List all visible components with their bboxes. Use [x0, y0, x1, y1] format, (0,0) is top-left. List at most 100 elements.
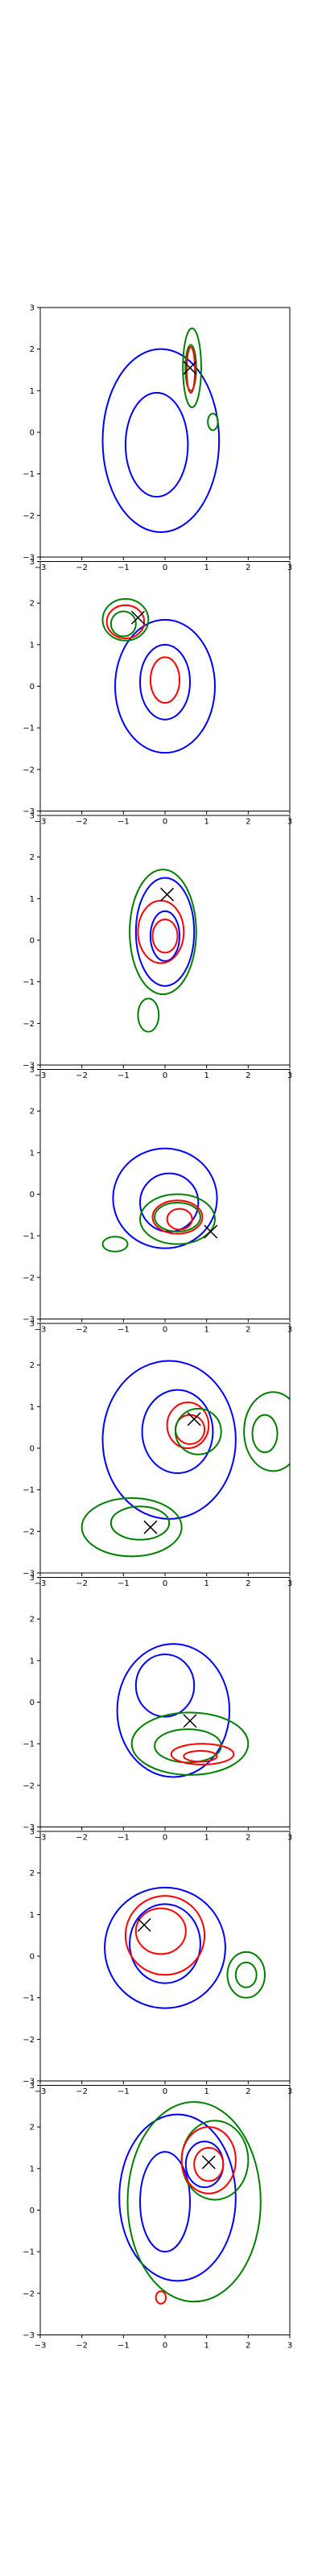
contour-green-6: [243, 1391, 290, 1472]
x-tick-label: −3: [35, 2342, 47, 2351]
y-tick-label: 0: [30, 2207, 35, 2215]
x-marker-1: [183, 361, 197, 375]
y-tick-label: 0: [30, 1953, 35, 1962]
y-tick-label: 0: [30, 1445, 35, 1454]
contour-red-5: [105, 604, 146, 640]
plot-area: [101, 327, 221, 533]
x-tick-label: 2: [246, 2342, 250, 2351]
y-tick-label: 0: [30, 683, 35, 691]
contour-green-3: [129, 869, 197, 996]
contour-blue-2: [129, 1903, 201, 1984]
contour-green-5: [207, 412, 219, 431]
x-tick-label: −1: [118, 564, 130, 572]
contour-red-5: [170, 1743, 235, 1765]
y-tick-label: −3: [23, 1315, 35, 1324]
axes-frame: [39, 561, 291, 811]
plot-area: [101, 1147, 218, 1253]
y-tick-label: −1: [23, 1740, 35, 1749]
contour-blue-2: [141, 1389, 214, 1475]
contour-green-3: [182, 327, 202, 408]
y-tick-label: 1: [30, 1911, 35, 1920]
y-tick-label: 2: [30, 1108, 35, 1117]
y-tick-label: −3: [23, 554, 35, 563]
y-tick-label: 2: [30, 600, 35, 609]
contour-green-4: [184, 344, 197, 392]
contour-green-4: [126, 2101, 262, 2303]
x-tick-label: 1: [204, 818, 208, 827]
x-tick-label: −2: [76, 2087, 88, 2096]
axes-frame: [39, 1577, 291, 1827]
x-tick-label: −2: [76, 564, 88, 572]
contour-red-6: [151, 919, 179, 954]
x-marker-1: [201, 2155, 216, 2169]
contour-green-4: [109, 610, 137, 638]
x-marker-1: [130, 610, 145, 625]
plot-area: [129, 869, 197, 1033]
contour-green-5: [101, 1236, 129, 1253]
contour-blue-2: [139, 2151, 191, 2253]
contour-red-6: [180, 2126, 237, 2194]
y-tick-label: −2: [23, 1528, 35, 1537]
y-tick-label: −1: [23, 1232, 35, 1241]
x-tick-label: −2: [76, 1579, 88, 1588]
y-tick-label: 0: [30, 429, 35, 438]
contour-blue-1: [101, 348, 221, 533]
y-tick-label: 3: [30, 1066, 35, 1075]
y-tick-label: 2: [30, 1869, 35, 1878]
contour-chart-8: −3 −2 −1 0 1 2 3 3 2 1 0 −1 −2 −3: [23, 2082, 292, 2351]
y-tick-label: 3: [30, 1574, 35, 1583]
axes-frame: [39, 307, 291, 558]
contour-green-5: [180, 2120, 250, 2201]
y-tick-label: 2: [30, 1616, 35, 1624]
y-tick-label: −2: [23, 1781, 35, 1790]
contour-green-4: [154, 1728, 222, 1764]
y-tick-label: 2: [30, 1361, 35, 1370]
x-tick-label: −1: [118, 2342, 130, 2351]
x-tick-label: −2: [76, 2342, 88, 2351]
x-marker-1: [204, 1224, 218, 1239]
x-tick-label: −1: [118, 2087, 130, 2096]
y-tick-label: −3: [23, 807, 35, 816]
contour-green-5: [226, 1951, 266, 1999]
x-tick-label: −1: [118, 1071, 130, 1080]
contour-green-7: [251, 1414, 279, 1454]
x-tick-label: 0: [163, 564, 167, 572]
y-tick-label: −1: [23, 724, 35, 733]
x-tick-label: 0: [163, 1326, 167, 1335]
y-tick-label: −2: [23, 512, 35, 521]
y-tick-label: −3: [23, 1570, 35, 1579]
x-tick-label: −2: [76, 1071, 88, 1080]
x-tick-label: 2: [246, 1834, 250, 1843]
x-tick-label: −1: [118, 1579, 130, 1588]
x-tick-label: 2: [246, 1071, 250, 1080]
contour-red-6: [149, 656, 181, 704]
plot-area: [116, 1643, 250, 1778]
x-tick-label: 1: [204, 1579, 208, 1588]
y-tick-label: 0: [30, 1699, 35, 1707]
plot-area: [101, 598, 216, 754]
y-tick-label: 0: [30, 1191, 35, 1199]
y-tick-label: 1: [30, 1149, 35, 1158]
axes-frame: [39, 1069, 291, 1319]
y-tick-label: −1: [23, 470, 35, 479]
y-tick-label: −2: [23, 1020, 35, 1029]
x-tick-label: −1: [118, 818, 130, 827]
y-tick-label: −3: [23, 1823, 35, 1832]
contour-blue-1: [114, 618, 216, 754]
y-tick-label: 1: [30, 1403, 35, 1412]
contour-green-3: [130, 1711, 250, 1776]
axes-frame: [39, 2085, 291, 2335]
x-tick-label: −2: [76, 1834, 88, 1843]
y-tick-label: 3: [30, 812, 35, 821]
contour-blue-2: [134, 1653, 196, 1718]
y-tick-label: 3: [30, 2082, 35, 2091]
axes-frame: [39, 815, 291, 1066]
contour-blue-1: [101, 1360, 237, 1520]
x-tick-label: 1: [204, 1071, 208, 1080]
y-tick-label: 1: [30, 387, 35, 396]
y-tick-label: 1: [30, 2165, 35, 2174]
y-tick-label: 2: [30, 345, 35, 354]
x-tick-label: −2: [76, 818, 88, 827]
